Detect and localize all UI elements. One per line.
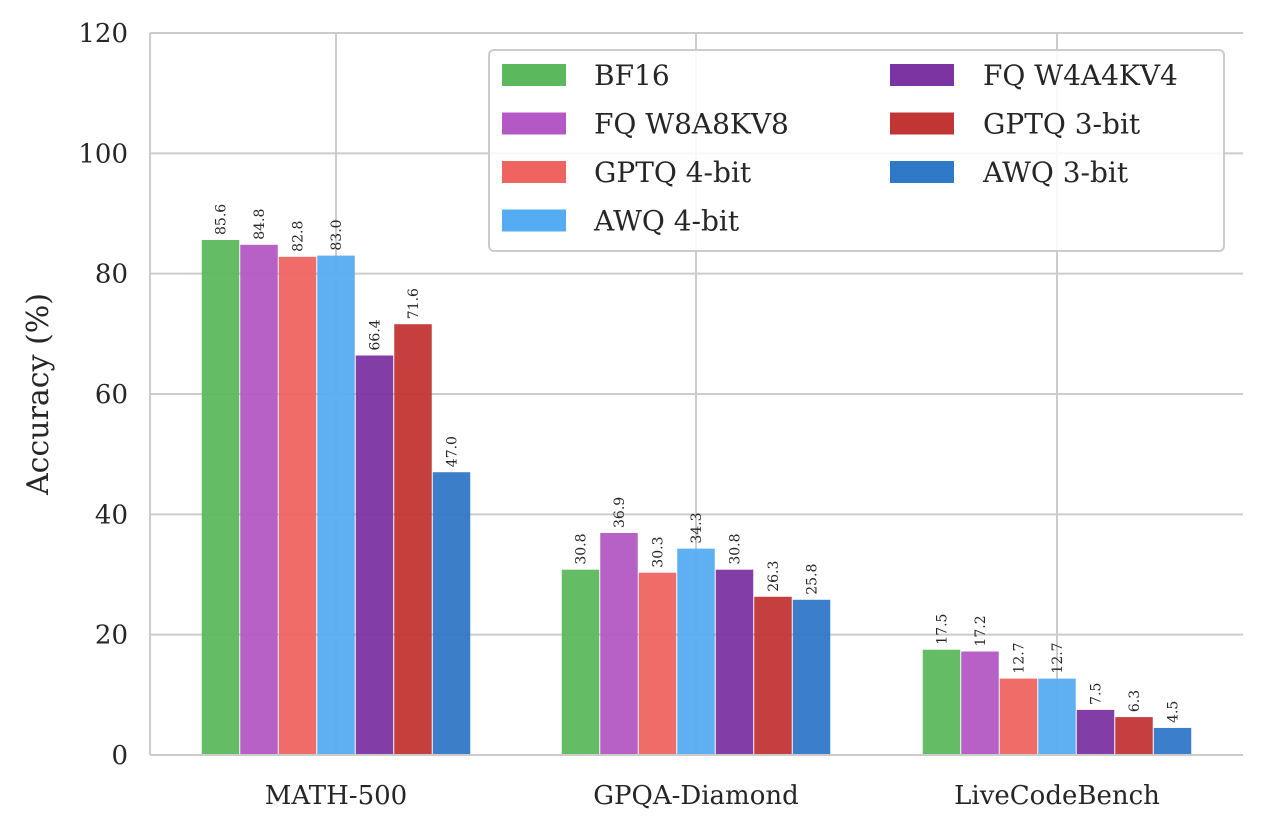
bar-value-label: 12.7 [1012,642,1028,673]
bar-value-label: 25.8 [805,564,821,595]
legend: BF16 FQ W8A8KV8 GPTQ 4-bit AWQ 4-bit FQ W4A4… [488,49,1225,252]
bar-value-label: 6.3 [1127,690,1143,712]
bar [961,651,999,755]
y-axis-title: Accuracy (%) [21,293,56,496]
bar-value-label: 7.5 [1089,683,1105,705]
legend-box [488,49,1225,252]
legend-swatch [890,112,954,135]
x-tick-labels: MATH-500 GPQA-Diamond LiveCodeBench [265,781,1160,811]
bar-value-label: 17.2 [973,615,989,646]
bar [1076,709,1115,755]
bar [1115,717,1153,755]
bar [600,532,638,755]
bar [792,599,831,755]
legend-label: FQ W8A8KV8 [594,108,789,141]
legend-label: AWQ 3-bit [982,156,1129,189]
y-tick-label: 80 [95,260,128,290]
x-tick-label: GPQA-Diamond [593,781,799,811]
bar-value-label: 26.3 [766,561,782,592]
bar-value-label: 34.3 [689,512,705,543]
y-tick-label: 0 [111,741,128,771]
bar [1038,678,1076,755]
legend-label: GPTQ 4-bit [594,156,752,189]
bar [355,355,394,755]
bar [999,678,1038,755]
bar [394,324,432,755]
x-tick-label: LiveCodeBench [954,781,1160,811]
y-tick-labels: 0 20 40 60 80 100 120 [78,19,128,771]
bar [754,596,792,755]
bar-value-label: 12.7 [1050,642,1066,673]
bar-value-label: 30.8 [574,534,590,565]
legend-swatch [502,161,566,183]
x-tick-label: MATH-500 [265,781,407,811]
bar [1153,727,1192,755]
legend-swatch [890,64,954,86]
bar-value-label: 66.4 [368,319,384,350]
bar-labels: 85.6 84.8 82.8 83.0 66.4 71.6 47.0 30.8 36.9 30.3… [214,204,1182,723]
bar [677,548,715,755]
bar [317,255,355,755]
y-tick-label: 20 [95,621,128,651]
legend-swatch [502,64,566,86]
y-tick-label: 120 [78,19,128,49]
legend-label: GPTQ 3-bit [983,108,1141,141]
legend-swatch [502,112,566,135]
legend-label: BF16 [594,59,670,92]
bar-value-label: 83.0 [329,219,345,250]
legend-label: AWQ 4-bit [593,205,740,238]
bar [201,239,240,755]
bar-value-label: 17.5 [935,614,951,645]
bar [278,256,317,755]
legend-label: FQ W4A4KV4 [983,59,1178,92]
bars [201,239,1192,755]
bar [638,572,677,755]
bar [922,649,961,755]
bar-value-label: 4.5 [1166,701,1182,723]
bar-value-label: 84.8 [252,209,268,240]
bar-value-label: 85.6 [214,204,230,235]
legend-swatch [502,209,566,232]
bar-value-label: 30.3 [651,537,667,568]
bar [715,569,754,755]
axes [149,33,1243,756]
bar-value-label: 30.8 [728,534,744,565]
y-tick-label: 100 [78,139,128,169]
bar-value-label: 71.6 [406,288,422,319]
bar [240,244,278,755]
y-tick-label: 40 [95,500,128,530]
bar-value-label: 47.0 [445,436,461,467]
y-tick-label: 60 [95,380,128,410]
bar [561,569,600,755]
bar-value-label: 82.8 [291,221,307,252]
bar [432,472,471,755]
legend-swatch [890,161,954,183]
bar-value-label: 36.9 [612,497,628,528]
